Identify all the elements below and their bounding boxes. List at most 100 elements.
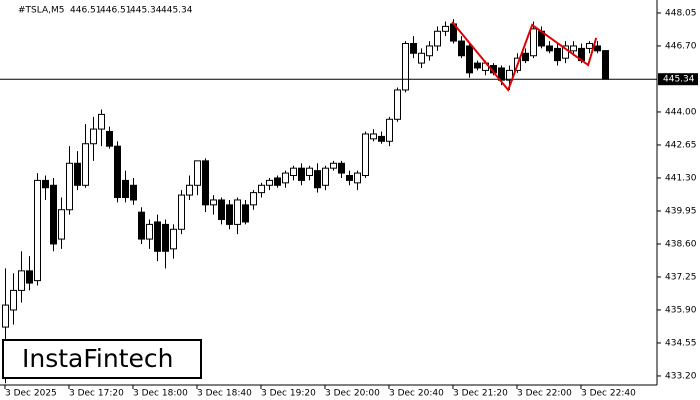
y-tick-label: 439.95 — [665, 206, 697, 216]
y-tick-label: 435.90 — [665, 305, 697, 315]
candle-body — [10, 289, 17, 311]
current-price-label: 445.34 — [663, 75, 695, 85]
candle-body — [370, 133, 377, 140]
candle-body — [210, 199, 217, 206]
candle-body — [66, 162, 73, 211]
x-tick-label: 3 Dec 21:20 — [453, 389, 508, 399]
y-tick-label: 434.55 — [665, 338, 697, 348]
candle-body — [394, 89, 401, 120]
candle-body — [2, 304, 9, 328]
candle-body — [570, 45, 577, 52]
candle-body — [306, 167, 313, 177]
candle-body — [58, 209, 65, 240]
candle-body — [106, 131, 113, 147]
candle-body — [426, 45, 433, 57]
pattern-line — [451, 21, 598, 92]
candle-body — [322, 167, 329, 186]
x-tick-label: 3 Dec 19:20 — [261, 389, 316, 399]
y-tick-label: 442.65 — [665, 140, 697, 150]
candle-body — [386, 118, 393, 142]
candle-body — [330, 162, 337, 169]
candle-body — [34, 179, 41, 282]
candle-body — [154, 221, 161, 252]
candle-body — [178, 194, 185, 230]
candle-body — [418, 52, 425, 64]
y-tick-label: 438.60 — [665, 239, 697, 249]
candle-body — [362, 133, 369, 177]
watermark: InstaFintech — [22, 344, 174, 373]
candle-body — [354, 172, 361, 184]
candle-body — [474, 62, 481, 69]
candle-body — [442, 25, 449, 32]
x-tick-label: 3 Dec 20:00 — [325, 389, 380, 399]
candle-body — [298, 167, 305, 181]
ohlc-close: 445.34 — [161, 6, 193, 16]
candle-body — [522, 52, 529, 62]
candle-body — [138, 211, 145, 240]
y-tick-label: 441.30 — [665, 173, 697, 183]
candle-body — [42, 179, 49, 189]
candle-body — [234, 199, 241, 225]
candle-body — [410, 43, 417, 54]
candle-body — [290, 167, 297, 177]
candle-body — [506, 69, 513, 81]
candle-body — [202, 160, 209, 206]
candle-body — [274, 177, 281, 186]
candle-body — [282, 172, 289, 184]
candle-body — [314, 170, 321, 189]
candle-body — [194, 160, 201, 186]
x-tick-label: 3 Dec 20:40 — [389, 389, 444, 399]
y-tick-label: 446.70 — [665, 41, 697, 51]
candle-body — [266, 179, 273, 186]
candle-body — [90, 128, 97, 145]
x-tick-label: 3 Dec 18:40 — [197, 389, 252, 399]
y-tick-label: 437.25 — [665, 272, 697, 282]
candle-body — [242, 204, 249, 223]
candle-body — [602, 50, 609, 80]
candle-body — [74, 162, 81, 186]
x-tick-label: 3 Dec 22:40 — [581, 389, 636, 399]
candle-body — [546, 45, 553, 52]
current-price-box — [658, 73, 698, 86]
x-tick-label: 3 Dec 2025 — [5, 389, 57, 399]
candle-body — [530, 28, 537, 57]
candle-body — [402, 43, 409, 91]
candle-body — [130, 184, 137, 201]
candle-body — [586, 43, 593, 49]
x-tick-label: 3 Dec 18:00 — [133, 389, 188, 399]
candle-body — [346, 175, 353, 181]
candle-body — [594, 45, 601, 52]
candle-body — [434, 30, 441, 47]
y-tick-label: 448.05 — [665, 8, 697, 18]
candle-body — [50, 184, 57, 245]
candle-body — [258, 184, 265, 194]
x-tick-label: 3 Dec 22:00 — [517, 389, 572, 399]
ohlc-low: 445.34 — [130, 6, 162, 16]
candle-body — [122, 179, 129, 199]
ohlc-high: 446.51 — [100, 6, 132, 16]
y-tick-label: 433.20 — [665, 371, 697, 381]
candle-body — [82, 143, 89, 186]
candle-body — [162, 223, 169, 252]
candle-body — [18, 270, 25, 291]
y-tick-label: 444.00 — [665, 107, 697, 117]
ohlc-open: 446.51 — [70, 6, 102, 16]
plot-area — [0, 19, 657, 384]
candle-body — [98, 113, 105, 130]
candle-body — [466, 45, 473, 74]
candle-body — [226, 204, 233, 225]
candle-body — [554, 47, 561, 62]
candle-body — [378, 135, 385, 142]
candle-body — [218, 199, 225, 221]
candle-body — [114, 145, 121, 199]
candle-body — [170, 228, 177, 250]
candle-body — [26, 270, 33, 284]
watermark-box — [2, 339, 202, 379]
candle-body — [186, 184, 193, 196]
symbol: #TSLA,M5 — [18, 6, 64, 16]
x-tick-label: 3 Dec 17:20 — [69, 389, 124, 399]
candle-body — [146, 223, 153, 240]
